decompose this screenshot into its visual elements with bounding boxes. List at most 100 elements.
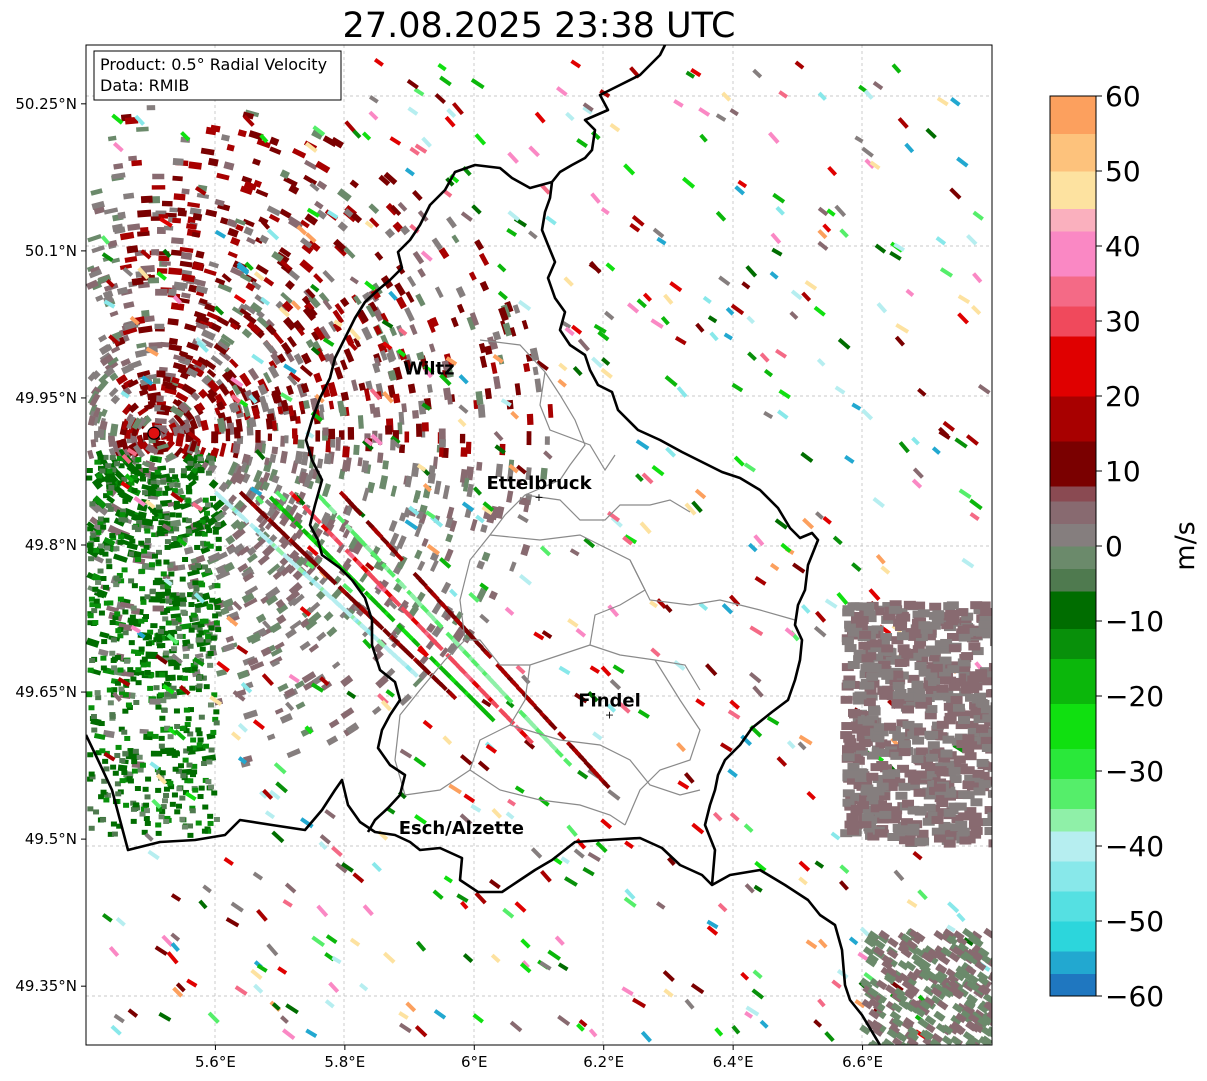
- radar-echo-pixel: [850, 804, 863, 813]
- radar-echo-pixel: [775, 206, 785, 216]
- radar-echo-pixel: [128, 480, 135, 486]
- radar-echo-pixel: [955, 965, 968, 976]
- radar-echo-pixel: [834, 204, 847, 218]
- radar-echo-pixel: [842, 798, 855, 807]
- radar-echo-pixel: [763, 368, 774, 378]
- radar-echo-pixel: [116, 286, 129, 295]
- radar-echo-pixel: [493, 430, 504, 442]
- radar-echo-pixel: [173, 708, 180, 714]
- radar-echo-pixel: [207, 157, 219, 167]
- radar-echo-pixel: [331, 845, 343, 858]
- radar-echo-pixel: [369, 403, 376, 414]
- radar-echo-pixel: [349, 937, 361, 947]
- radar-echo-pixel: [98, 721, 105, 727]
- radar-echo-pixel: [411, 638, 421, 648]
- radar-echo-pixel: [249, 301, 263, 314]
- radar-echo-pixel: [295, 701, 306, 710]
- radar-echo-pixel: [382, 951, 396, 964]
- radar-echo-pixel: [91, 245, 105, 254]
- radar-echo-pixel: [855, 747, 868, 756]
- radar-echo-pixel: [139, 811, 146, 817]
- radar-echo-pixel: [971, 647, 984, 656]
- radar-echo-pixel: [362, 487, 370, 502]
- radar-echo-pixel: [385, 425, 393, 435]
- radar-echo-pixel: [187, 832, 194, 838]
- radar-echo-pixel: [150, 623, 158, 629]
- canton-boundary: [629, 559, 796, 621]
- radar-echo-pixel: [118, 726, 125, 732]
- radar-echo-pixel: [219, 217, 229, 225]
- radar-echo-pixel: [226, 143, 235, 152]
- radar-echo-pixel: [103, 282, 119, 292]
- radar-echo-pixel: [334, 303, 345, 315]
- radar-echo-pixel: [969, 701, 982, 710]
- radar-echo-pixel: [412, 250, 425, 265]
- radar-echo-pixel: [891, 700, 904, 709]
- radar-echo-pixel: [485, 743, 498, 754]
- radar-echo-pixel: [180, 601, 187, 607]
- radar-echo-pixel: [151, 553, 158, 559]
- radar-echo-pixel: [319, 676, 330, 687]
- radar-echo-pixel: [528, 145, 540, 158]
- radar-echo-pixel: [957, 827, 970, 836]
- radar-echo-pixel: [961, 557, 975, 569]
- radar-echo-pixel: [428, 465, 436, 480]
- radar-echo-pixel: [193, 522, 200, 528]
- radar-echo-pixel: [879, 1041, 892, 1045]
- radar-echo-pixel: [881, 954, 893, 966]
- radar-echo-pixel: [357, 457, 363, 467]
- radar-echo-pixel: [883, 612, 896, 621]
- radar-echo-pixel: [187, 460, 194, 466]
- radar-echo-pixel: [554, 748, 564, 758]
- radar-echo-pixel: [963, 937, 974, 947]
- radar-echo-pixel: [885, 656, 898, 665]
- radar-echo-pixel: [906, 1037, 919, 1045]
- radar-echo-pixel: [171, 376, 180, 385]
- radar-echo-pixel: [504, 694, 514, 704]
- radar-echo-pixel: [225, 428, 231, 442]
- radar-echo-pixel: [253, 537, 266, 551]
- radar-echo-pixel: [120, 358, 131, 367]
- radar-echo-pixel: [262, 788, 274, 800]
- radar-echo-pixel: [577, 338, 590, 352]
- radar-echo-pixel: [99, 353, 114, 367]
- radar-echo-pixel: [991, 834, 992, 843]
- radar-echo-pixel: [332, 322, 342, 333]
- radar-echo-pixel: [268, 622, 282, 633]
- radar-echo-pixel: [139, 476, 146, 482]
- radar-echo-pixel: [931, 827, 944, 836]
- radar-echo-pixel: [288, 405, 295, 417]
- radar-echo-pixel: [867, 930, 880, 942]
- radar-echo-pixel: [392, 597, 402, 608]
- radar-echo-pixel: [494, 444, 506, 455]
- radar-echo-pixel: [721, 91, 732, 102]
- radar-echo-pixel: [151, 457, 158, 463]
- radar-echo-pixel: [162, 683, 175, 695]
- radar-echo-pixel: [278, 306, 290, 318]
- radar-echo-pixel: [876, 760, 889, 769]
- radar-echo-pixel: [495, 463, 503, 478]
- radar-echo-pixel: [134, 786, 141, 792]
- radar-echo-pixel: [266, 943, 279, 957]
- radar-echo-pixel: [595, 841, 608, 854]
- radar-echo-pixel: [89, 535, 96, 541]
- x-tick-label: 6.6°E: [842, 1053, 883, 1071]
- canton-boundary: [394, 339, 586, 796]
- radar-echo-pixel: [488, 879, 501, 890]
- radar-echo-pixel: [275, 599, 286, 609]
- radar-echo-pixel: [165, 620, 172, 626]
- radar-echo-pixel: [434, 619, 444, 629]
- radar-echo-pixel: [938, 821, 951, 830]
- colorbar-segment: [1050, 973, 1096, 997]
- radar-echo-pixel: [839, 228, 849, 238]
- radar-echo-pixel: [800, 451, 814, 463]
- radar-echo-pixel: [867, 792, 880, 801]
- radar-echo-pixel: [167, 318, 179, 326]
- radar-echo-pixel: [861, 654, 874, 663]
- radar-echo-pixel: [195, 687, 202, 693]
- radar-echo-pixel: [250, 280, 262, 291]
- radar-echo-pixel: [748, 671, 762, 684]
- radar-echo-pixel: [171, 237, 184, 245]
- radar-echo-pixel: [199, 618, 206, 624]
- radar-echo-pixel: [440, 581, 452, 595]
